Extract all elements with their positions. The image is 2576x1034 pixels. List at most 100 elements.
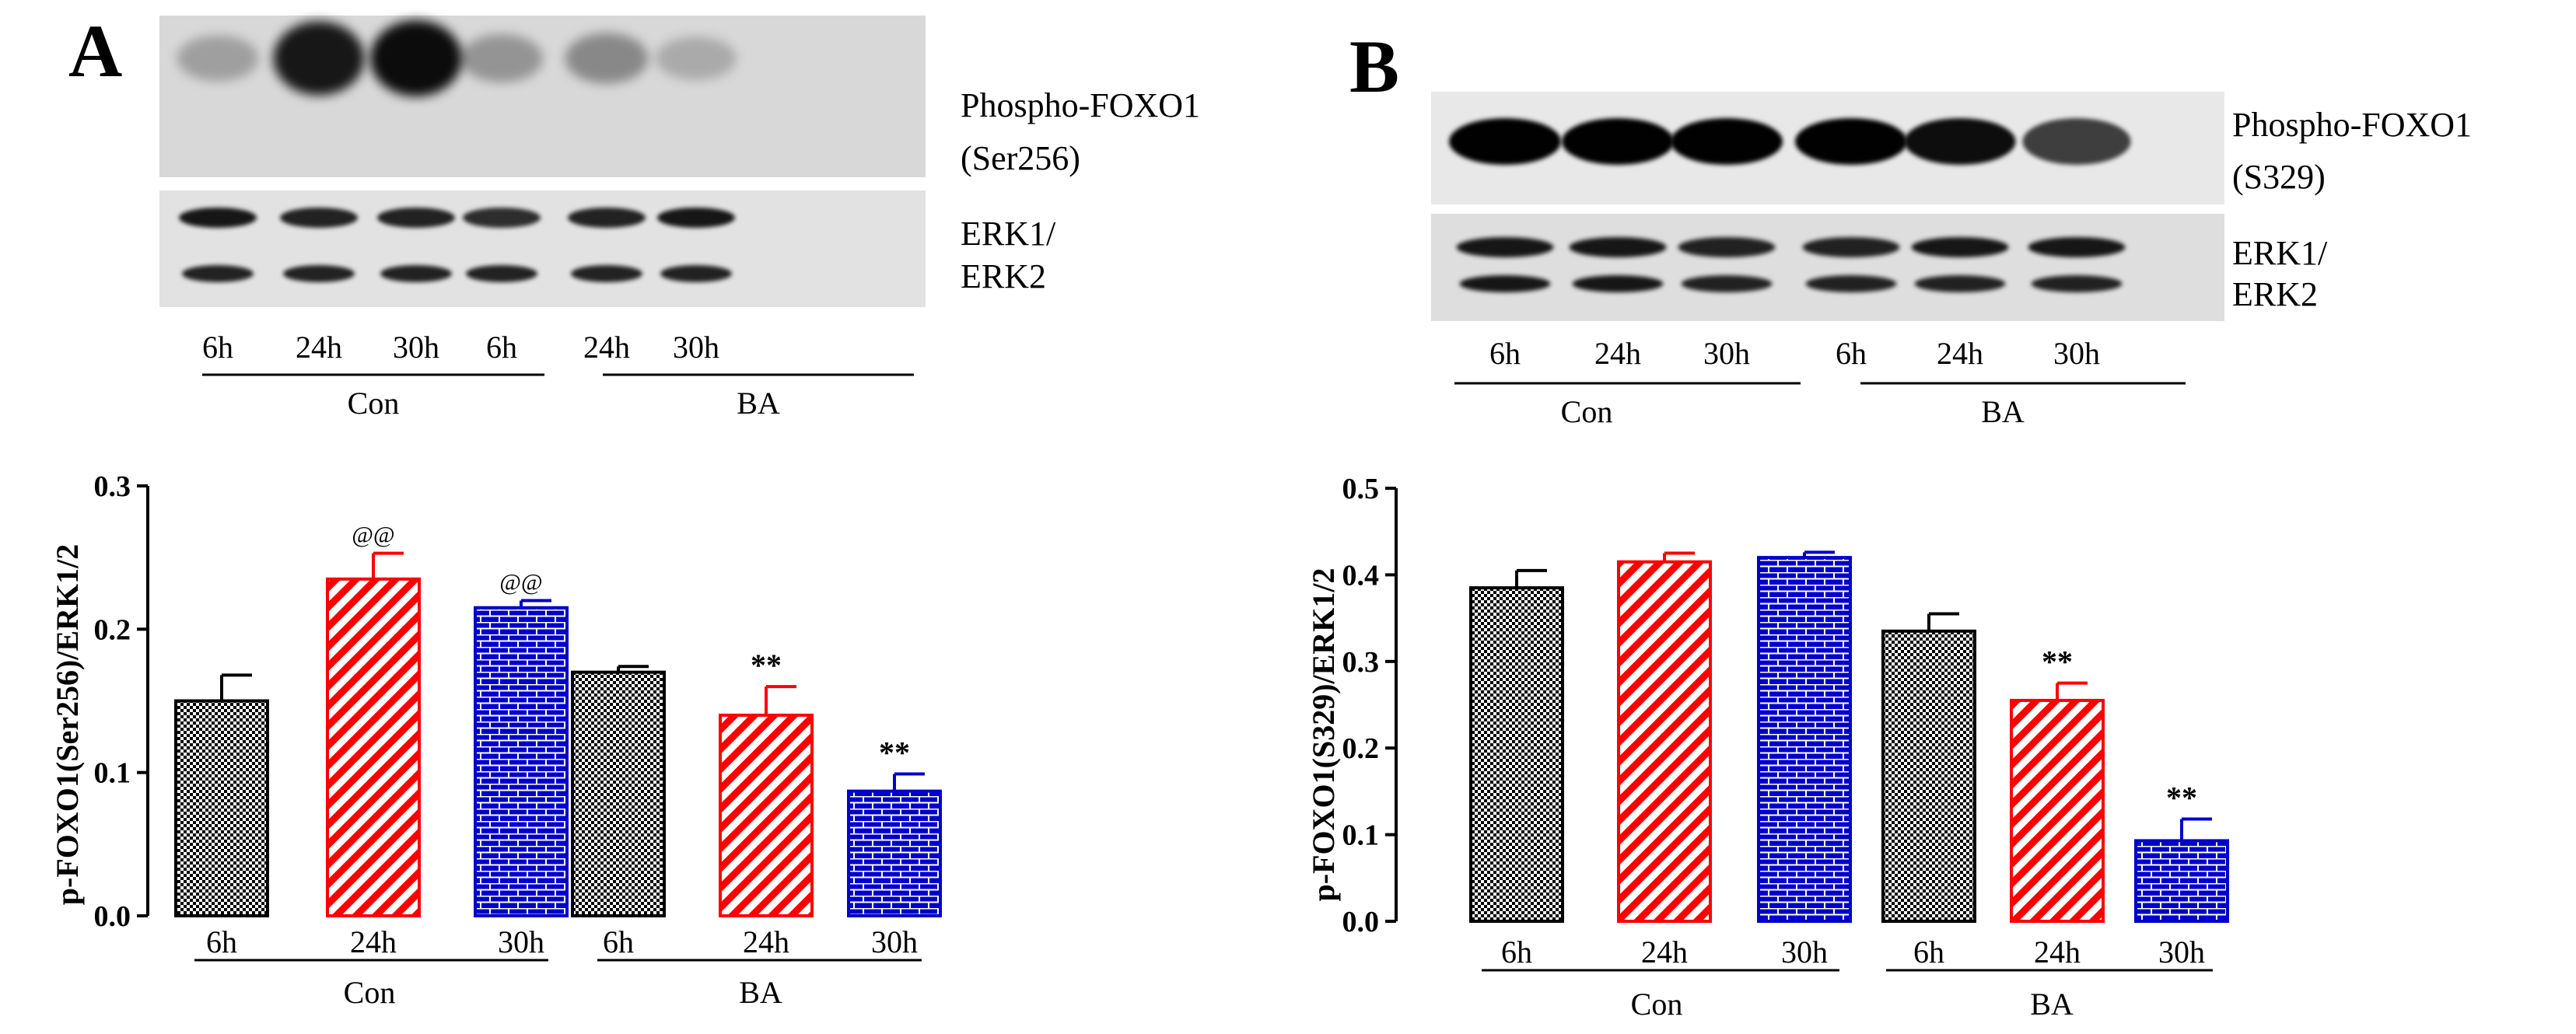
panel-b-loading-label-line2: ERK2 — [2232, 275, 2318, 313]
panel-a-bars: @@ @@ ** ** — [174, 522, 942, 918]
panel-a-erk1-bands — [179, 208, 735, 228]
panel-a-x-tick-label: 24h — [743, 924, 789, 959]
panel-a-bar-chart: p-FOXO1(Ser256)/ERK1/2 0.0 0.1 0.2 0.3 @@ @@… — [50, 470, 942, 1010]
panel-a-chart-group-con: Con — [344, 975, 396, 1010]
panel-a-bar — [326, 577, 421, 917]
panel-b-y-tick-label: 0.1 — [1342, 819, 1380, 852]
panel-a-erk2-band — [660, 265, 732, 282]
panel-b-target-band — [1904, 118, 2016, 165]
panel-a: A Phospho-FOXO1 (Ser256) ERK1/ ERK2 6h 24… — [50, 9, 1200, 1010]
panel-b-y-tick-label: 0.3 — [1342, 646, 1380, 679]
panel-b-target-band — [1795, 118, 1907, 165]
panel-b-x-tick-label: 24h — [1641, 934, 1688, 969]
panel-b-y-axis: 0.0 0.1 0.2 0.3 0.4 0.5 — [1342, 473, 1398, 938]
panel-a-y-tick-label: 0.3 — [94, 470, 131, 503]
panel-b-x-tick-label: 6h — [1913, 934, 1944, 969]
panel-a-erk2-band — [466, 265, 537, 282]
panel-b-erk1-band — [1569, 237, 1667, 257]
panel-a-target-label-line1: Phospho-FOXO1 — [961, 86, 1200, 124]
panel-a-x-tick-label: 6h — [206, 924, 237, 959]
panel-a-erk1-band — [377, 208, 455, 228]
panel-a-erk2-bands — [182, 265, 732, 282]
panel-a-loading-label-line1: ERK1/ — [961, 215, 1056, 253]
panel-b-bar — [1757, 556, 1852, 923]
panel-a-y-tick-label: 0.2 — [94, 613, 131, 646]
panel-b-x-tick-labels: 6h 24h 30h 6h 24h 30h — [1501, 934, 2205, 969]
panel-b-erk2-bands — [1459, 275, 2123, 292]
panel-a-significance-mark: @@ — [352, 522, 394, 548]
panel-a-erk1-band — [657, 208, 735, 228]
panel-a-target-band — [370, 20, 462, 96]
panel-b-significance-mark: ** — [2166, 781, 2197, 816]
panel-b-western-blot — [1431, 92, 2224, 321]
panel-a-y-axis: 0.0 0.1 0.2 0.3 — [94, 470, 149, 933]
panel-a-bar — [719, 713, 814, 918]
panel-a-y-axis-label: p-FOXO1(Ser256)/ERK1/2 — [50, 544, 85, 905]
panel-a-erk2-band — [283, 265, 355, 282]
panel-a-erk1-band — [463, 208, 541, 228]
panel-b-blot-lane-label: 24h — [1937, 336, 1983, 371]
panel-a-erk1-band — [568, 208, 646, 228]
panel-b: B Phospho-FOXO1 (S329) ERK1/ ERK2 6h 24h 3… — [1306, 25, 2472, 1022]
panel-b-blot-lane-label: 6h — [1836, 336, 1867, 371]
panel-a-x-tick-label: 30h — [871, 924, 918, 959]
panel-b-blot-lane-label: 6h — [1489, 336, 1521, 371]
panel-b-x-tick-label: 30h — [1781, 934, 1828, 969]
panel-a-erk1-band — [280, 208, 358, 228]
panel-a-western-blot — [159, 16, 926, 307]
panel-b-y-tick-label: 0.5 — [1342, 473, 1380, 505]
panel-b-bar — [1469, 586, 1564, 923]
panel-b-target-band — [1449, 118, 1561, 165]
panel-a-erk2-band — [182, 265, 254, 282]
panel-b-bar — [1881, 629, 1976, 923]
panel-b-x-tick-label: 6h — [1501, 934, 1532, 969]
panel-a-erk2-band — [571, 265, 642, 282]
panel-b-erk1-band — [1911, 237, 2009, 257]
panel-b-blot-group-ba: BA — [1981, 394, 2025, 429]
panel-a-y-tick-label: 0.0 — [94, 900, 131, 933]
panel-b-target-bands — [1449, 118, 2131, 165]
panel-b-y-tick-label: 0.4 — [1342, 559, 1380, 592]
panel-b-bar — [2010, 698, 2105, 923]
panel-a-significance-mark: ** — [879, 735, 910, 770]
panel-a-blot-lane-label: 6h — [202, 330, 233, 365]
panel-b-target-label-line2: (S329) — [2232, 158, 2326, 196]
panel-b-y-axis-label: p-FOXO1(S329)/ERK1/2 — [1306, 568, 1341, 902]
panel-b-bar-chart: p-FOXO1(S329)/ERK1/2 0.00.10.20.30.40.5 … — [1306, 473, 2229, 1022]
panel-b-erk2-band — [2031, 275, 2123, 292]
panel-b-target-band — [1562, 118, 1674, 165]
panel-a-blot-lane-label: 6h — [486, 330, 517, 365]
panel-a-blot-lane-label: 30h — [673, 330, 719, 365]
panel-a-bar — [571, 670, 666, 918]
panel-b-erk2-band — [1459, 275, 1551, 292]
panel-b-erk1-band — [1456, 237, 1554, 257]
panel-a-target-band — [460, 34, 543, 82]
panel-a-target-band — [656, 37, 737, 80]
panel-a-y-tick-label: 0.1 — [94, 757, 131, 790]
panel-b-target-label-line1: Phospho-FOXO1 — [2232, 106, 2472, 144]
panel-b-bar — [1617, 560, 1712, 923]
panel-b-erk1-band — [1678, 237, 1776, 257]
panel-b-x-tick-label: 30h — [2158, 934, 2205, 969]
panel-a-blot-group-ba: BA — [737, 386, 780, 421]
panel-a-x-tick-labels: 6h 24h 30h 6h 24h 30h — [206, 924, 918, 959]
panel-b-bar — [2134, 839, 2229, 923]
panel-a-blot-lane-label: 30h — [393, 330, 439, 365]
panel-b-y-tick-label: 0.0 — [1342, 906, 1380, 938]
panel-b-target-band — [1671, 118, 1783, 165]
panel-a-target-bands — [177, 20, 737, 96]
panel-a-loading-label-line2: ERK2 — [961, 257, 1046, 295]
panel-a-x-tick-label: 6h — [603, 924, 634, 959]
panel-b-erk1-bands — [1456, 237, 2126, 257]
panel-b-loading-label-line1: ERK1/ — [2232, 234, 2328, 272]
panel-a-blot-lane-labels: 6h 24h 30h 6h 24h 30h — [202, 330, 719, 365]
panel-a-loading-membrane — [159, 190, 926, 307]
panel-b-blot-lane-label: 24h — [1594, 336, 1641, 371]
panel-a-significance-mark: @@ — [499, 569, 542, 595]
panel-b-blot-group-con: Con — [1561, 394, 1613, 429]
panel-a-blot-lane-label: 24h — [296, 330, 342, 365]
panel-a-blot-lane-label: 24h — [583, 330, 630, 365]
panel-b-letter: B — [1349, 25, 1399, 108]
panel-b-chart-group-ba: BA — [2030, 987, 2074, 1022]
